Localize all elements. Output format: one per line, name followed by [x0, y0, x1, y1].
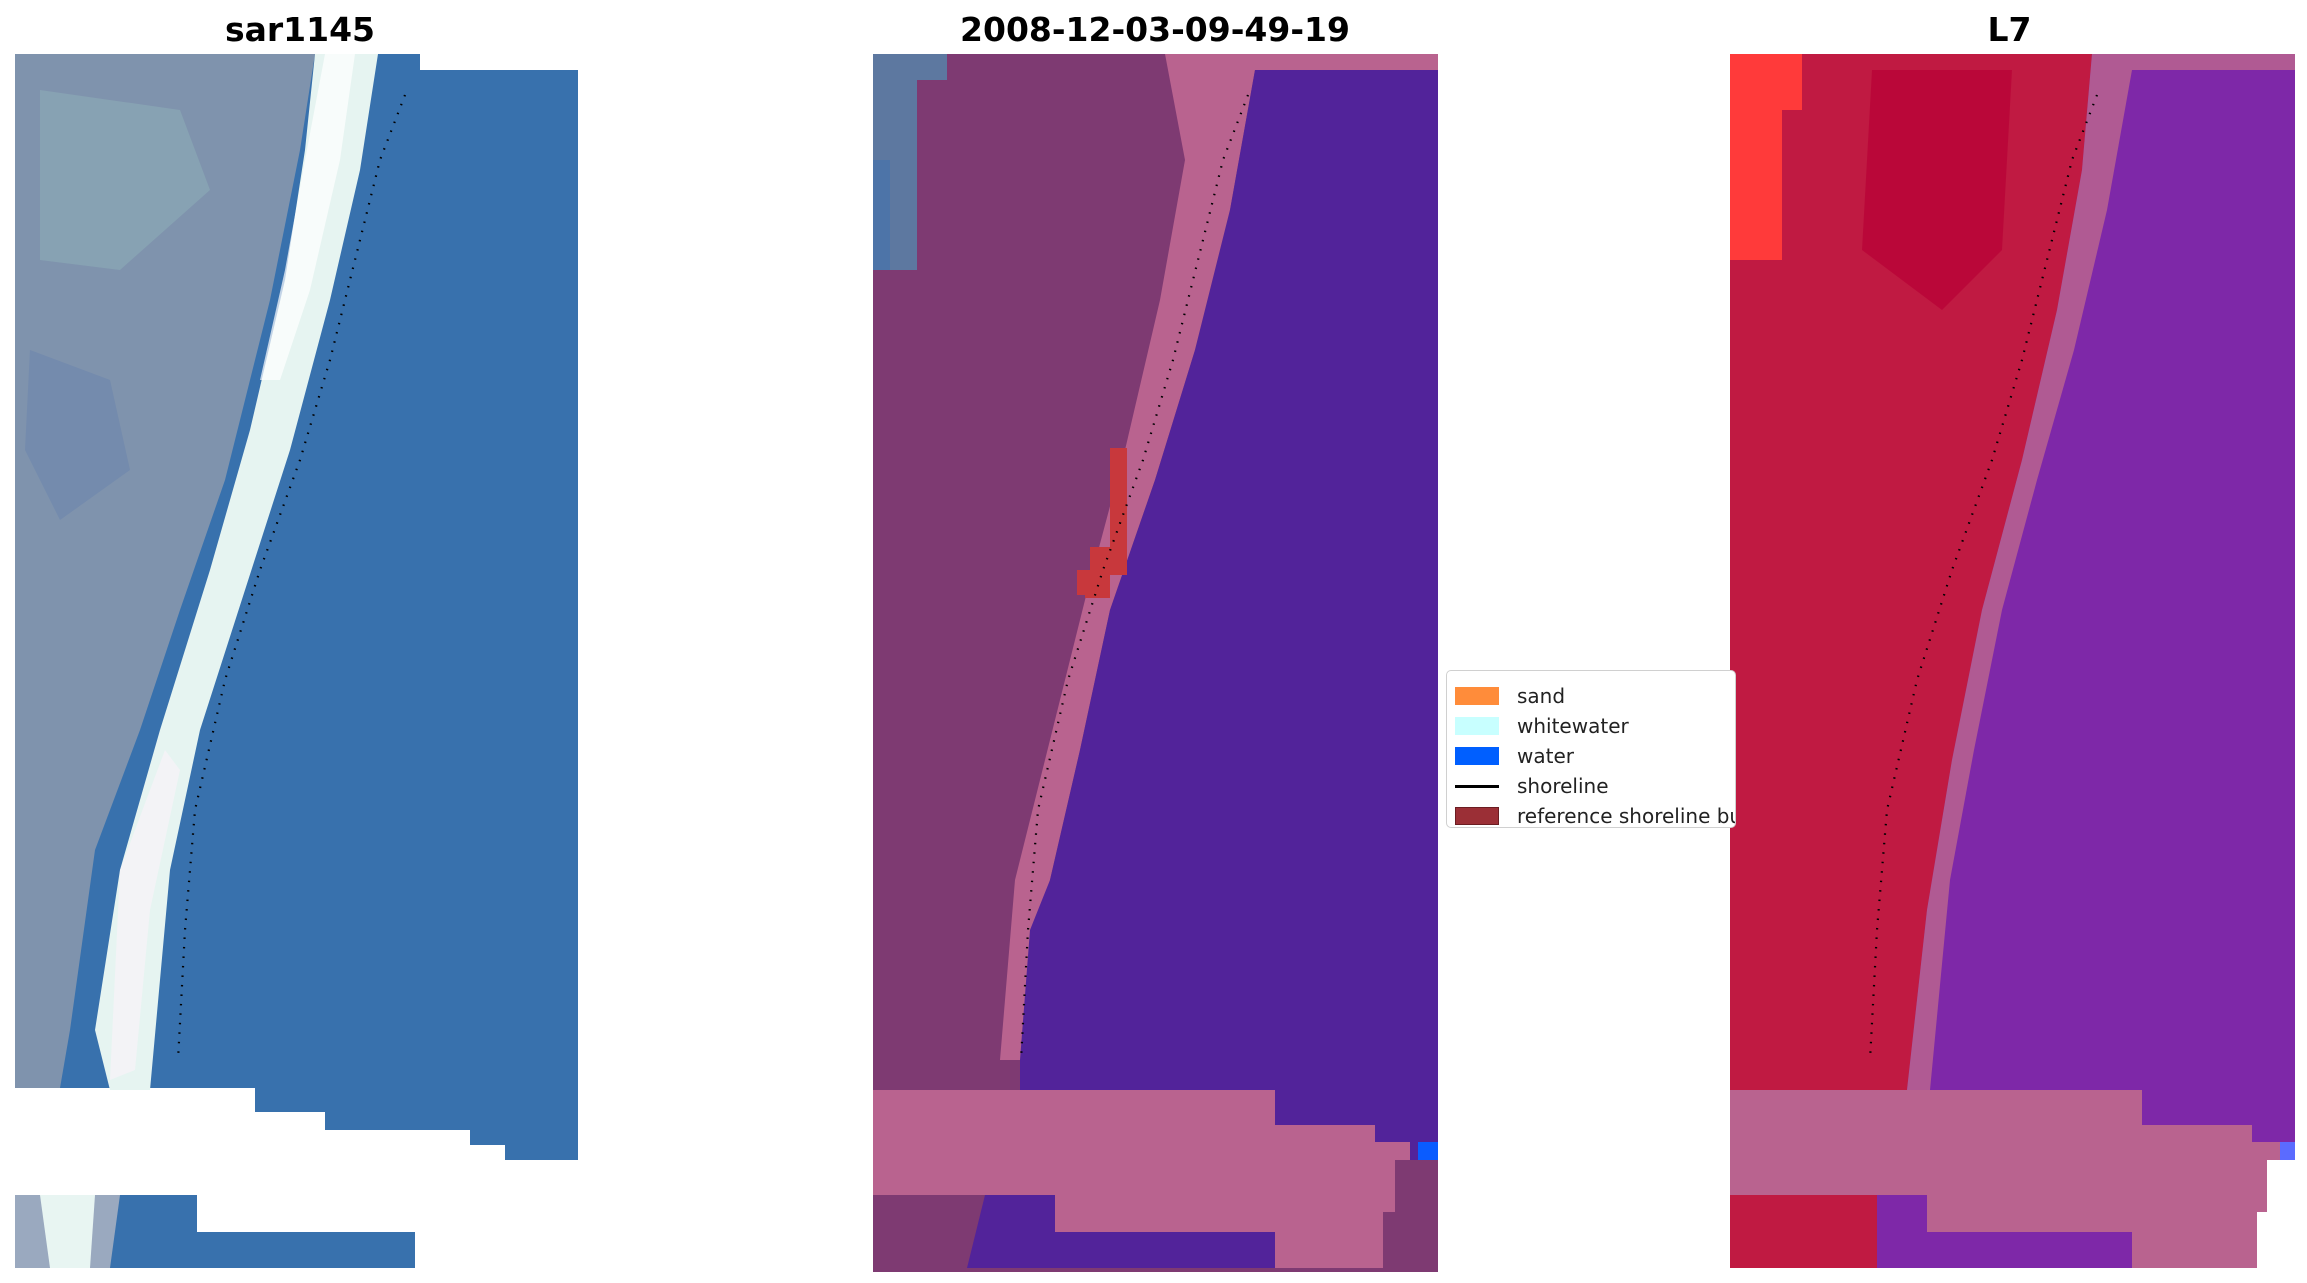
legend-item-water: water	[1455, 743, 1574, 769]
classified-image	[873, 54, 1438, 1272]
rgb-image	[15, 54, 578, 1268]
legend-swatch-whitewater	[1455, 717, 1499, 735]
legend: sand whitewater water shoreline referenc…	[1446, 670, 1736, 828]
legend-swatch-shoreline	[1455, 784, 1499, 788]
legend-label-shoreline: shoreline	[1517, 774, 1609, 798]
legend-item-sand: sand	[1455, 683, 1565, 709]
panel-title-classified: 2008-12-03-09-49-19	[960, 10, 1350, 49]
panel-title-rgb: sar1145	[224, 10, 376, 49]
legend-label-buffer: reference shoreline buffer	[1517, 804, 1735, 828]
panel-title-l7: L7	[1987, 10, 2032, 49]
panel-rgb: sar1145	[0, 0, 600, 1283]
legend-label-water: water	[1517, 744, 1574, 768]
legend-swatch-sand	[1455, 687, 1499, 705]
legend-swatch-buffer	[1455, 807, 1499, 825]
legend-swatch-water	[1455, 747, 1499, 765]
legend-item-buffer: reference shoreline buffer	[1455, 803, 1735, 828]
legend-item-shoreline: shoreline	[1455, 773, 1609, 799]
panel-l7: L7	[1712, 0, 2307, 1283]
legend-label-whitewater: whitewater	[1517, 714, 1629, 738]
legend-item-whitewater: whitewater	[1455, 713, 1629, 739]
panel-classified: 2008-12-03-09-49-19	[855, 0, 1455, 1283]
legend-label-sand: sand	[1517, 684, 1566, 708]
l7-image	[1730, 54, 2295, 1268]
reference-buffer	[1077, 448, 1127, 598]
